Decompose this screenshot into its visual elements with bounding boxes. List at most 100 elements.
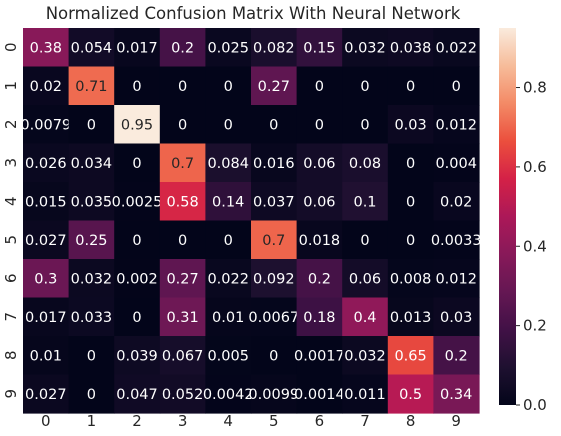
heatmap-cell-r4-c9 [433,182,480,222]
heatmap-cell-r0-c9 [433,28,480,68]
heatmap-cell-r9-c6 [296,374,343,414]
cell-label-r3-c0: 0.026 [25,156,67,172]
cell-label-r7-c6: 0.18 [303,310,335,326]
heatmap-cell-r3-c6 [296,143,343,183]
cell-label-r9-c1: 0 [87,387,96,403]
cell-label-r9-c8: 0.5 [399,387,422,403]
cell-label-r7-c8: 0.013 [390,310,432,326]
heatmap-cell-r4-c4 [205,182,252,222]
heatmap-cell-r8-c6 [296,336,343,376]
cell-label-r5-c0: 0.027 [25,233,67,249]
cell-label-r2-c9: 0.012 [435,117,477,133]
heatmap-cell-r2-c3 [159,105,206,145]
cell-label-r4-c4: 0.14 [212,194,244,210]
heatmap-cell-r1-c6 [296,66,343,106]
heatmap-cell-r3-c2 [114,143,161,183]
heatmap-cell-r6-c8 [387,259,434,299]
cell-label-r3-c8: 0 [406,156,415,172]
heatmap-cell-r2-c5 [251,105,298,145]
heatmap-cell-r6-c4 [205,259,252,299]
cell-label-r2-c4: 0 [224,117,233,133]
cell-label-r8-c4: 0.005 [207,348,249,364]
cell-label-r2-c0: 0.0079 [20,117,71,133]
cell-label-r5-c4: 0 [224,233,233,249]
heatmap-cell-r7-c8 [387,297,434,337]
cell-label-r6-c2: 0.002 [116,271,158,287]
heatmap-cell-r6-c5 [251,259,298,299]
heatmap-cell-r7-c4 [205,297,252,337]
heatmap-cell-r0-c1 [68,28,115,68]
heatmap-cell-r9-c0 [23,374,70,414]
heatmap-cell-r8-c7 [342,336,389,376]
heatmap-cell-r1-c1 [68,66,115,106]
cell-label-r9-c7: 0.011 [344,387,386,403]
cell-label-r9-c9: 0.34 [440,387,472,403]
heatmap-cell-r5-c2 [114,220,161,260]
colorbar: 0.0 0.2 0.4 0.6 0.8 [499,28,547,414]
heatmap-cell-r7-c7 [342,297,389,337]
cell-label-r7-c3: 0.31 [166,310,198,326]
heatmap-cell-r4-c0 [23,182,70,222]
heatmap-cell-r6-c0 [23,259,70,299]
cell-label-r8-c2: 0.039 [116,348,158,364]
heatmap-cell-r3-c3 [159,143,206,183]
colorbar-tick-label-0: 0.0 [523,396,547,414]
cell-label-r7-c4: 0.01 [212,310,244,326]
heatmap-cell-r3-c8 [387,143,434,183]
heatmap-cell-r2-c6 [296,105,343,145]
colorbar-gradient [499,28,516,405]
heatmap-cell-r1-c0 [23,66,70,106]
y-tick-label-4: 4 [2,196,20,206]
cell-label-r4-c2: 0.0025 [112,194,163,210]
cell-label-r8-c6: 0.0017 [294,348,345,364]
cell-label-r2-c2: 0.95 [121,117,153,133]
cell-label-r3-c2: 0 [132,156,141,172]
cell-label-r1-c4: 0 [224,79,233,95]
cell-label-r0-c3: 0.2 [171,40,194,56]
heatmap-cell-r8-c9 [433,336,480,376]
x-tick-label-3: 3 [178,412,188,430]
y-tick-label-2: 2 [2,119,20,129]
heatmap-cell-r0-c5 [251,28,298,68]
cell-label-r8-c5: 0 [269,348,278,364]
heatmap-cell-r6-c1 [68,259,115,299]
cell-label-r9-c6: 0.0014 [294,387,345,403]
cell-label-r7-c0: 0.017 [25,310,67,326]
cell-label-r3-c4: 0.084 [207,156,249,172]
x-tick-label-1: 1 [87,412,97,430]
heatmap-cell-r5-c7 [342,220,389,260]
cell-label-r0-c0: 0.38 [30,40,62,56]
heatmap-cell-r7-c9 [433,297,480,337]
cell-label-r0-c5: 0.082 [253,40,295,56]
heatmap-cell-r9-c4 [205,374,252,414]
heatmap-cell-r5-c6 [296,220,343,260]
cell-label-r4-c8: 0 [406,194,415,210]
heatmap-cells: 0.38 0.054 0.017 0.2 0.025 0.082 0.15 0.032 0.03… [20,28,482,414]
cell-label-r7-c7: 0.4 [353,310,376,326]
heatmap-cell-r1-c8 [387,66,434,106]
cell-label-r9-c4: 0.0042 [203,387,254,403]
cell-label-r2-c5: 0 [269,117,278,133]
cell-label-r4-c7: 0.1 [353,194,376,210]
x-tick-label-0: 0 [41,412,51,430]
cell-label-r0-c8: 0.038 [390,40,432,56]
heatmap-cell-r2-c1 [68,105,115,145]
heatmap-cell-r3-c4 [205,143,252,183]
heatmap-cell-r3-c1 [68,143,115,183]
heatmap-cell-r3-c0 [23,143,70,183]
heatmap-cell-r9-c8 [387,374,434,414]
heatmap-cell-r9-c3 [159,374,206,414]
cell-label-r3-c5: 0.016 [253,156,295,172]
cell-label-r1-c2: 0 [132,79,141,95]
cell-label-r8-c8: 0.65 [394,348,426,364]
heatmap-cell-r6-c7 [342,259,389,299]
heatmap-cell-r9-c9 [433,374,480,414]
cell-label-r9-c0: 0.027 [25,387,67,403]
cell-label-r1-c3: 0 [178,79,187,95]
cell-label-r2-c1: 0 [87,117,96,133]
cell-label-r1-c8: 0 [406,79,415,95]
heatmap-cell-r1-c5 [251,66,298,106]
cell-label-r0-c1: 0.054 [71,40,113,56]
cell-label-r0-c2: 0.017 [116,40,158,56]
